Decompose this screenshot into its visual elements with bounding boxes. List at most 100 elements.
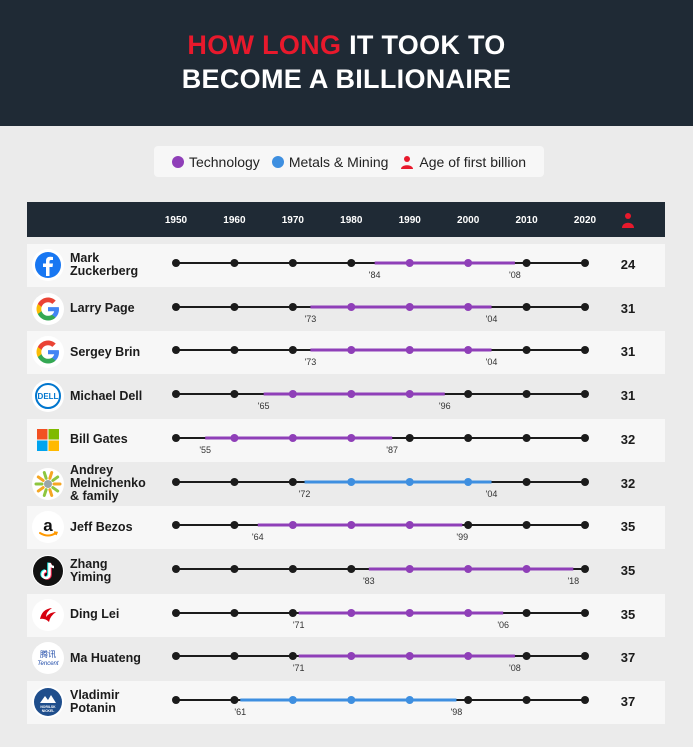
year-dot bbox=[347, 564, 356, 573]
year-dot bbox=[464, 390, 473, 399]
year-dot bbox=[172, 259, 180, 267]
legend-technology: Technology bbox=[171, 154, 260, 170]
year-tick-2010: 2010 bbox=[515, 215, 538, 226]
year-dot bbox=[288, 608, 297, 617]
year-dot bbox=[288, 564, 297, 573]
year-dot bbox=[405, 390, 414, 399]
year-dot bbox=[581, 433, 589, 442]
year-dot bbox=[522, 302, 531, 311]
legend-age-label: Age of first billion bbox=[419, 153, 527, 170]
year-dot bbox=[288, 346, 297, 355]
timeline-track bbox=[172, 259, 589, 267]
technology-swatch bbox=[171, 155, 184, 168]
year-dot bbox=[405, 564, 414, 573]
person-name: Andrey Melnichenko & family bbox=[70, 463, 146, 503]
timeline-row: a Jeff Bezos '64 '99 35 bbox=[27, 506, 665, 550]
legend-age: Age of first billion bbox=[400, 154, 526, 170]
age-value: 32 bbox=[620, 475, 636, 491]
timeline-row: Larry Page '73 '04 31 bbox=[27, 288, 665, 331]
age-value: 37 bbox=[620, 650, 636, 666]
year-dot bbox=[464, 608, 473, 617]
year-dot bbox=[347, 346, 356, 355]
year-tick-1960: 1960 bbox=[223, 215, 246, 226]
svg-text:Tencent: Tencent bbox=[37, 661, 58, 667]
timeline-track bbox=[172, 608, 589, 617]
start-year-label: '64 bbox=[251, 532, 264, 543]
year-dot bbox=[347, 259, 356, 267]
svg-text:腾讯: 腾讯 bbox=[40, 649, 56, 659]
year-dot bbox=[288, 390, 297, 399]
year-dot bbox=[405, 608, 414, 617]
title-line-1: HOW LONG IT TOOK TO bbox=[0, 30, 693, 61]
tencent-icon: 腾讯 Tencent bbox=[32, 642, 64, 675]
year-dot bbox=[522, 652, 531, 661]
year-dot bbox=[464, 477, 473, 486]
year-dot bbox=[522, 433, 531, 442]
year-dot bbox=[347, 302, 356, 311]
timeline-track bbox=[172, 652, 589, 661]
timeline-track bbox=[172, 696, 589, 704]
svg-text:NORILSK: NORILSK bbox=[40, 705, 56, 709]
year-dot bbox=[172, 696, 180, 704]
age-column-person-icon bbox=[622, 213, 634, 228]
end-year-label: '99 bbox=[456, 532, 469, 543]
year-dot bbox=[347, 433, 356, 442]
year-dot bbox=[347, 477, 356, 486]
year-dot bbox=[464, 564, 473, 573]
year-dot bbox=[581, 564, 589, 573]
year-dot bbox=[405, 696, 414, 704]
year-dot bbox=[230, 477, 239, 486]
year-dot bbox=[172, 521, 180, 530]
year-dot bbox=[230, 259, 239, 267]
year-dot bbox=[522, 564, 531, 573]
year-dot bbox=[288, 521, 297, 530]
year-dot bbox=[405, 433, 414, 442]
timeline-row: Sergey Brin '73 '04 31 bbox=[27, 331, 665, 375]
timeline-row: NORILSK NICKEL Vladimir Potanin '61'98 37 bbox=[27, 681, 665, 724]
year-dot bbox=[172, 477, 180, 486]
age-value: 31 bbox=[620, 300, 636, 316]
year-dot bbox=[172, 608, 180, 617]
timeline-track bbox=[172, 564, 589, 573]
year-dot bbox=[405, 259, 414, 267]
age-value: 35 bbox=[620, 606, 636, 622]
year-dot bbox=[230, 608, 239, 617]
person-name: Mark Zuckerberg bbox=[70, 251, 139, 278]
tiktok-icon bbox=[32, 554, 64, 587]
year-dot bbox=[288, 696, 297, 704]
start-year-label: '73 bbox=[304, 357, 317, 368]
year-dot bbox=[288, 302, 297, 311]
start-year-label: '73 bbox=[304, 313, 317, 324]
timeline-track bbox=[172, 346, 589, 355]
start-year-label: '83 bbox=[362, 575, 375, 586]
metals-swatch bbox=[271, 155, 284, 168]
timeline-track bbox=[172, 390, 589, 399]
year-dot bbox=[172, 302, 180, 311]
svg-text:DELL: DELL bbox=[38, 392, 59, 401]
year-dot bbox=[581, 477, 589, 486]
year-dot bbox=[581, 521, 589, 530]
end-year-label: '18 bbox=[567, 575, 580, 586]
timeline-row: Andrey Melnichenko & family '72 '04 32 bbox=[27, 463, 665, 506]
start-year-label: '72 bbox=[298, 488, 311, 499]
svg-text:a: a bbox=[43, 516, 53, 535]
year-dot bbox=[581, 346, 589, 355]
svg-text:NICKEL: NICKEL bbox=[42, 709, 55, 713]
end-year-label: '96 bbox=[438, 401, 451, 412]
start-year-label: '84 bbox=[368, 270, 381, 280]
year-tick-2000: 2000 bbox=[457, 215, 480, 226]
header-banner: HOW LONG IT TOOK TO BECOME A BILLIONAIRE bbox=[0, 0, 693, 126]
year-dot bbox=[522, 346, 531, 355]
person-name: Zhang Yiming bbox=[70, 556, 112, 584]
legend-metals: Metals & Mining bbox=[271, 154, 388, 170]
age-value: 35 bbox=[620, 562, 636, 578]
year-dot bbox=[405, 521, 414, 530]
year-dot bbox=[230, 564, 239, 573]
age-value: 24 bbox=[620, 257, 636, 272]
year-dot bbox=[230, 302, 239, 311]
year-dot bbox=[347, 390, 356, 399]
end-year-label: '98 bbox=[450, 707, 463, 717]
year-tick-1970: 1970 bbox=[281, 215, 304, 226]
year-dot bbox=[522, 696, 531, 704]
year-dot bbox=[230, 433, 239, 442]
